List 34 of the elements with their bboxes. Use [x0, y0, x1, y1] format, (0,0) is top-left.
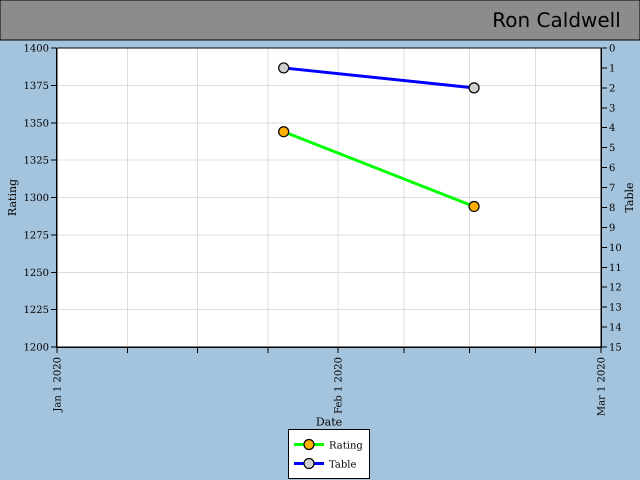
y-tick-label: 1225 — [24, 305, 49, 316]
y2-tick-label: 12 — [609, 282, 622, 294]
y2-tick-label: 11 — [609, 262, 622, 274]
y-tick-label: 1350 — [24, 118, 49, 130]
y-tick-label: 1275 — [24, 230, 49, 242]
legend-label: Table — [329, 459, 356, 470]
y2-tick-label: 0 — [609, 44, 616, 54]
y2-tick-label: 10 — [609, 242, 622, 254]
x-tick-label: Feb 1 2020 — [333, 357, 344, 414]
y2-tick-label: 6 — [609, 163, 616, 174]
y-tick-label: 1300 — [24, 193, 49, 204]
y-tick-label: 1200 — [24, 342, 49, 354]
legend-label: Rating — [329, 440, 364, 452]
y-tick-label: 1250 — [24, 268, 49, 279]
x-tick-label: Jan 1 2020 — [52, 357, 64, 413]
y2-tick-label: 7 — [609, 183, 616, 194]
y2-axis-title: Table — [622, 182, 636, 213]
chart-title: Ron Caldwell — [492, 8, 621, 32]
y2-tick-label: 15 — [609, 342, 622, 354]
y-axis-title: Rating — [6, 178, 20, 216]
y2-tick-label: 1 — [609, 63, 616, 74]
y-tick-label: 1400 — [24, 44, 49, 54]
y2-tick-label: 13 — [609, 302, 622, 314]
y2-tick-label: 4 — [609, 123, 616, 134]
y2-tick-label: 3 — [609, 103, 616, 114]
x-axis-title: Date — [316, 415, 342, 428]
y2-tick-label: 5 — [609, 143, 616, 154]
y-tick-label: 1375 — [24, 80, 49, 92]
y2-tick-label: 2 — [609, 83, 616, 94]
y2-tick-label: 14 — [609, 322, 622, 334]
y-tick-label: 1325 — [24, 156, 49, 167]
y2-tick-label: 9 — [609, 222, 616, 234]
y2-tick-label: 8 — [609, 202, 616, 214]
x-tick-label: Mar 1 2020 — [596, 357, 608, 416]
